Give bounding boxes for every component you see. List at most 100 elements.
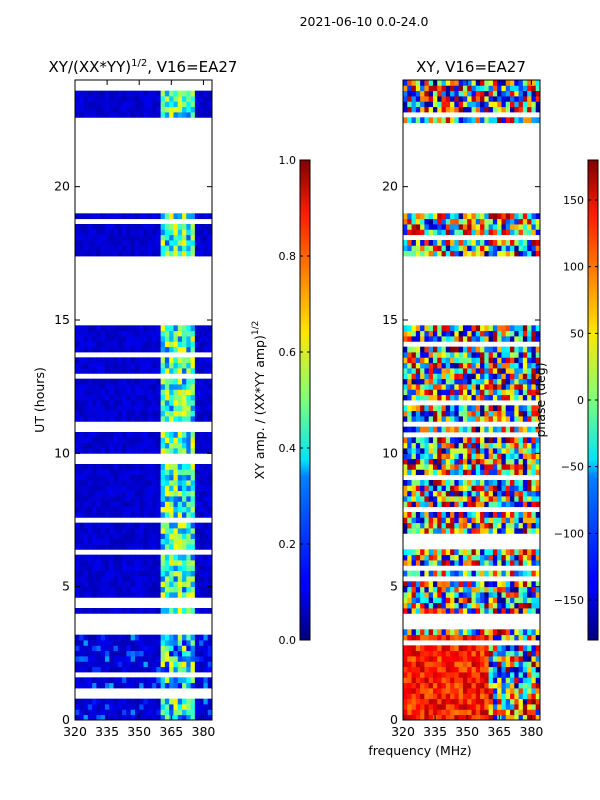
heat-cell	[535, 645, 540, 652]
heat-cell	[207, 560, 212, 566]
heat-cell	[510, 224, 515, 230]
heat-cell	[445, 656, 451, 662]
heat-cell	[492, 698, 498, 705]
heat-cell	[160, 560, 166, 566]
heat-cell	[147, 464, 153, 470]
heat-cell	[79, 234, 84, 241]
heat-cell	[462, 672, 468, 678]
x-tick-label: 365	[487, 724, 511, 739]
heat-cell	[527, 362, 532, 369]
heat-cell	[420, 90, 425, 97]
heat-cell	[92, 469, 97, 476]
heat-cell	[510, 106, 515, 113]
heat-cell	[177, 474, 183, 481]
heat-cell	[130, 586, 136, 593]
heat-cell	[454, 661, 460, 668]
heat-cell	[471, 330, 477, 337]
heat-cell	[92, 448, 97, 454]
heat-cell	[113, 501, 119, 508]
heat-cell	[182, 448, 187, 454]
heat-cell	[527, 608, 532, 614]
heat-cell	[445, 570, 451, 577]
heat-cell	[415, 96, 421, 102]
heat-cell	[445, 512, 451, 518]
heat-cell	[87, 501, 93, 508]
heat-cell	[432, 693, 438, 700]
heat-cell	[104, 576, 110, 582]
heat-cell	[403, 442, 408, 449]
heat-cell	[109, 410, 114, 417]
heat-cell	[454, 650, 460, 657]
heat-cell	[160, 485, 166, 492]
heat-cell	[92, 645, 97, 652]
heat-cell	[527, 85, 532, 92]
heat-cell	[190, 368, 196, 374]
heat-cell	[424, 501, 430, 508]
heat-cell	[492, 229, 498, 236]
heat-cell	[160, 522, 166, 529]
heat-cell	[169, 560, 174, 566]
heat-cell	[182, 325, 187, 332]
heat-cell	[462, 394, 468, 401]
heat-cell	[104, 682, 110, 689]
heat-cell	[488, 656, 494, 662]
heat-cell	[424, 362, 430, 369]
heat-cell	[420, 485, 425, 492]
heat-cell	[411, 709, 417, 716]
heat-cell	[407, 629, 412, 636]
heat-cell	[203, 522, 209, 529]
heat-cell	[122, 581, 127, 588]
heat-cell	[75, 384, 80, 390]
heat-cell	[130, 346, 136, 353]
heat-cell	[134, 400, 140, 406]
heat-cell	[445, 602, 451, 609]
heat-cell	[518, 416, 524, 422]
heat-cell	[411, 378, 417, 385]
heat-cell	[100, 682, 106, 689]
heat-cell	[113, 224, 119, 230]
heat-cell	[424, 490, 430, 497]
heat-cell	[522, 90, 528, 97]
heat-cell	[475, 549, 481, 556]
heat-cell	[450, 442, 455, 449]
heat-cell	[462, 469, 468, 476]
heat-cell	[177, 565, 183, 572]
heat-cell	[441, 389, 447, 396]
heat-cell	[130, 490, 136, 497]
heat-cell	[403, 437, 408, 444]
heat-cell	[104, 522, 110, 529]
heat-cell	[471, 85, 477, 92]
heat-cell	[96, 224, 102, 230]
heat-cell	[480, 224, 485, 230]
heat-cell	[424, 682, 430, 689]
heat-cell	[501, 549, 507, 556]
heat-cell	[83, 576, 89, 582]
heat-cell	[130, 608, 136, 614]
heat-cell	[505, 485, 511, 492]
heat-cell	[514, 650, 519, 657]
heat-cell	[173, 496, 179, 502]
heat-cell	[109, 106, 114, 113]
heat-cell	[458, 714, 464, 720]
heat-cell	[92, 661, 97, 668]
heat-cell	[407, 490, 412, 497]
heat-cell	[160, 640, 166, 646]
heat-cell	[100, 506, 106, 513]
heat-cell	[527, 656, 532, 662]
heat-cell	[122, 362, 127, 369]
heat-cell	[510, 592, 515, 598]
heat-cell	[100, 645, 106, 652]
heat-cell	[169, 480, 174, 486]
heat-cell	[488, 560, 494, 566]
heat-cell	[83, 704, 89, 710]
heat-cell	[428, 229, 434, 236]
heat-cell	[531, 346, 537, 353]
heat-cell	[480, 501, 485, 508]
heat-cell	[190, 90, 196, 97]
heat-cell	[169, 501, 174, 508]
heat-cell	[126, 442, 132, 449]
heat-cell	[92, 368, 97, 374]
heat-cell	[87, 677, 93, 684]
heat-cell	[203, 437, 209, 444]
heat-cell	[501, 464, 507, 470]
